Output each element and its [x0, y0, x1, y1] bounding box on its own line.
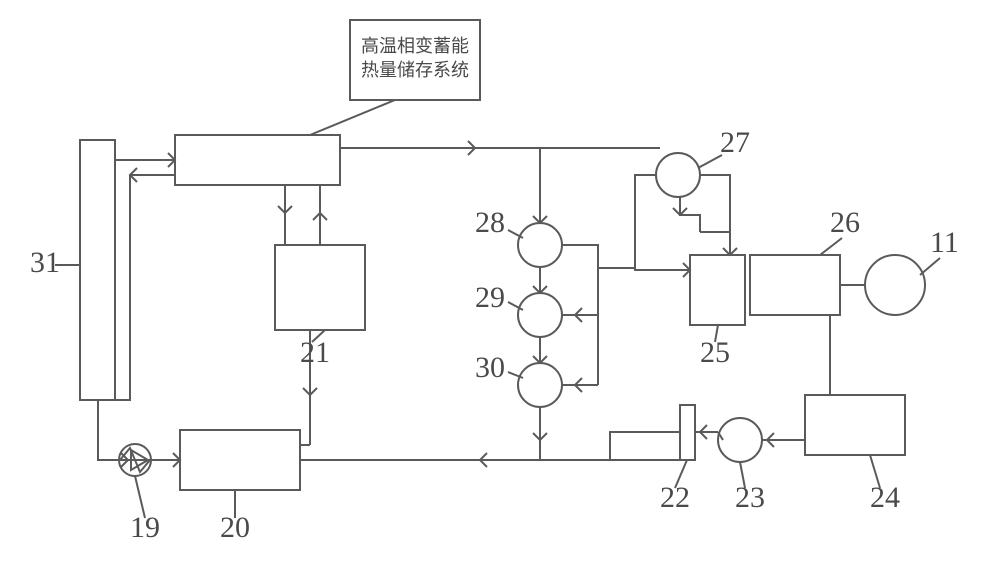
- box-31: [80, 140, 115, 400]
- storage-label-1: 高温相变蓄能: [361, 36, 469, 56]
- circle-29: [518, 293, 562, 337]
- label-n29: 29: [475, 281, 505, 314]
- label-n19: 19: [130, 511, 160, 544]
- label-n25: 25: [700, 336, 730, 369]
- label-n21: 21: [300, 336, 330, 369]
- box-20: [180, 430, 300, 490]
- box-21: [275, 245, 365, 330]
- heat-exchanger-top: [175, 135, 340, 185]
- label-n28: 28: [475, 206, 505, 239]
- box-25: [690, 255, 745, 325]
- circle-27: [656, 153, 700, 197]
- label-n26: 26: [830, 206, 860, 239]
- label-n20: 20: [220, 511, 250, 544]
- circle-28: [518, 223, 562, 267]
- label-n24: 24: [870, 481, 900, 514]
- label-n22: 22: [660, 481, 690, 514]
- label-n11: 11: [930, 226, 959, 259]
- label-n23: 23: [735, 481, 765, 514]
- storage-label-2: 热量储存系统: [361, 60, 469, 80]
- box-24: [805, 395, 905, 455]
- circle-11: [865, 255, 925, 315]
- circle-30: [518, 363, 562, 407]
- label-n31: 31: [30, 246, 60, 279]
- label-n30: 30: [475, 351, 505, 384]
- box-22: [680, 405, 695, 460]
- box-26: [750, 255, 840, 315]
- circle-23: [718, 418, 762, 462]
- label-n27: 27: [720, 126, 750, 159]
